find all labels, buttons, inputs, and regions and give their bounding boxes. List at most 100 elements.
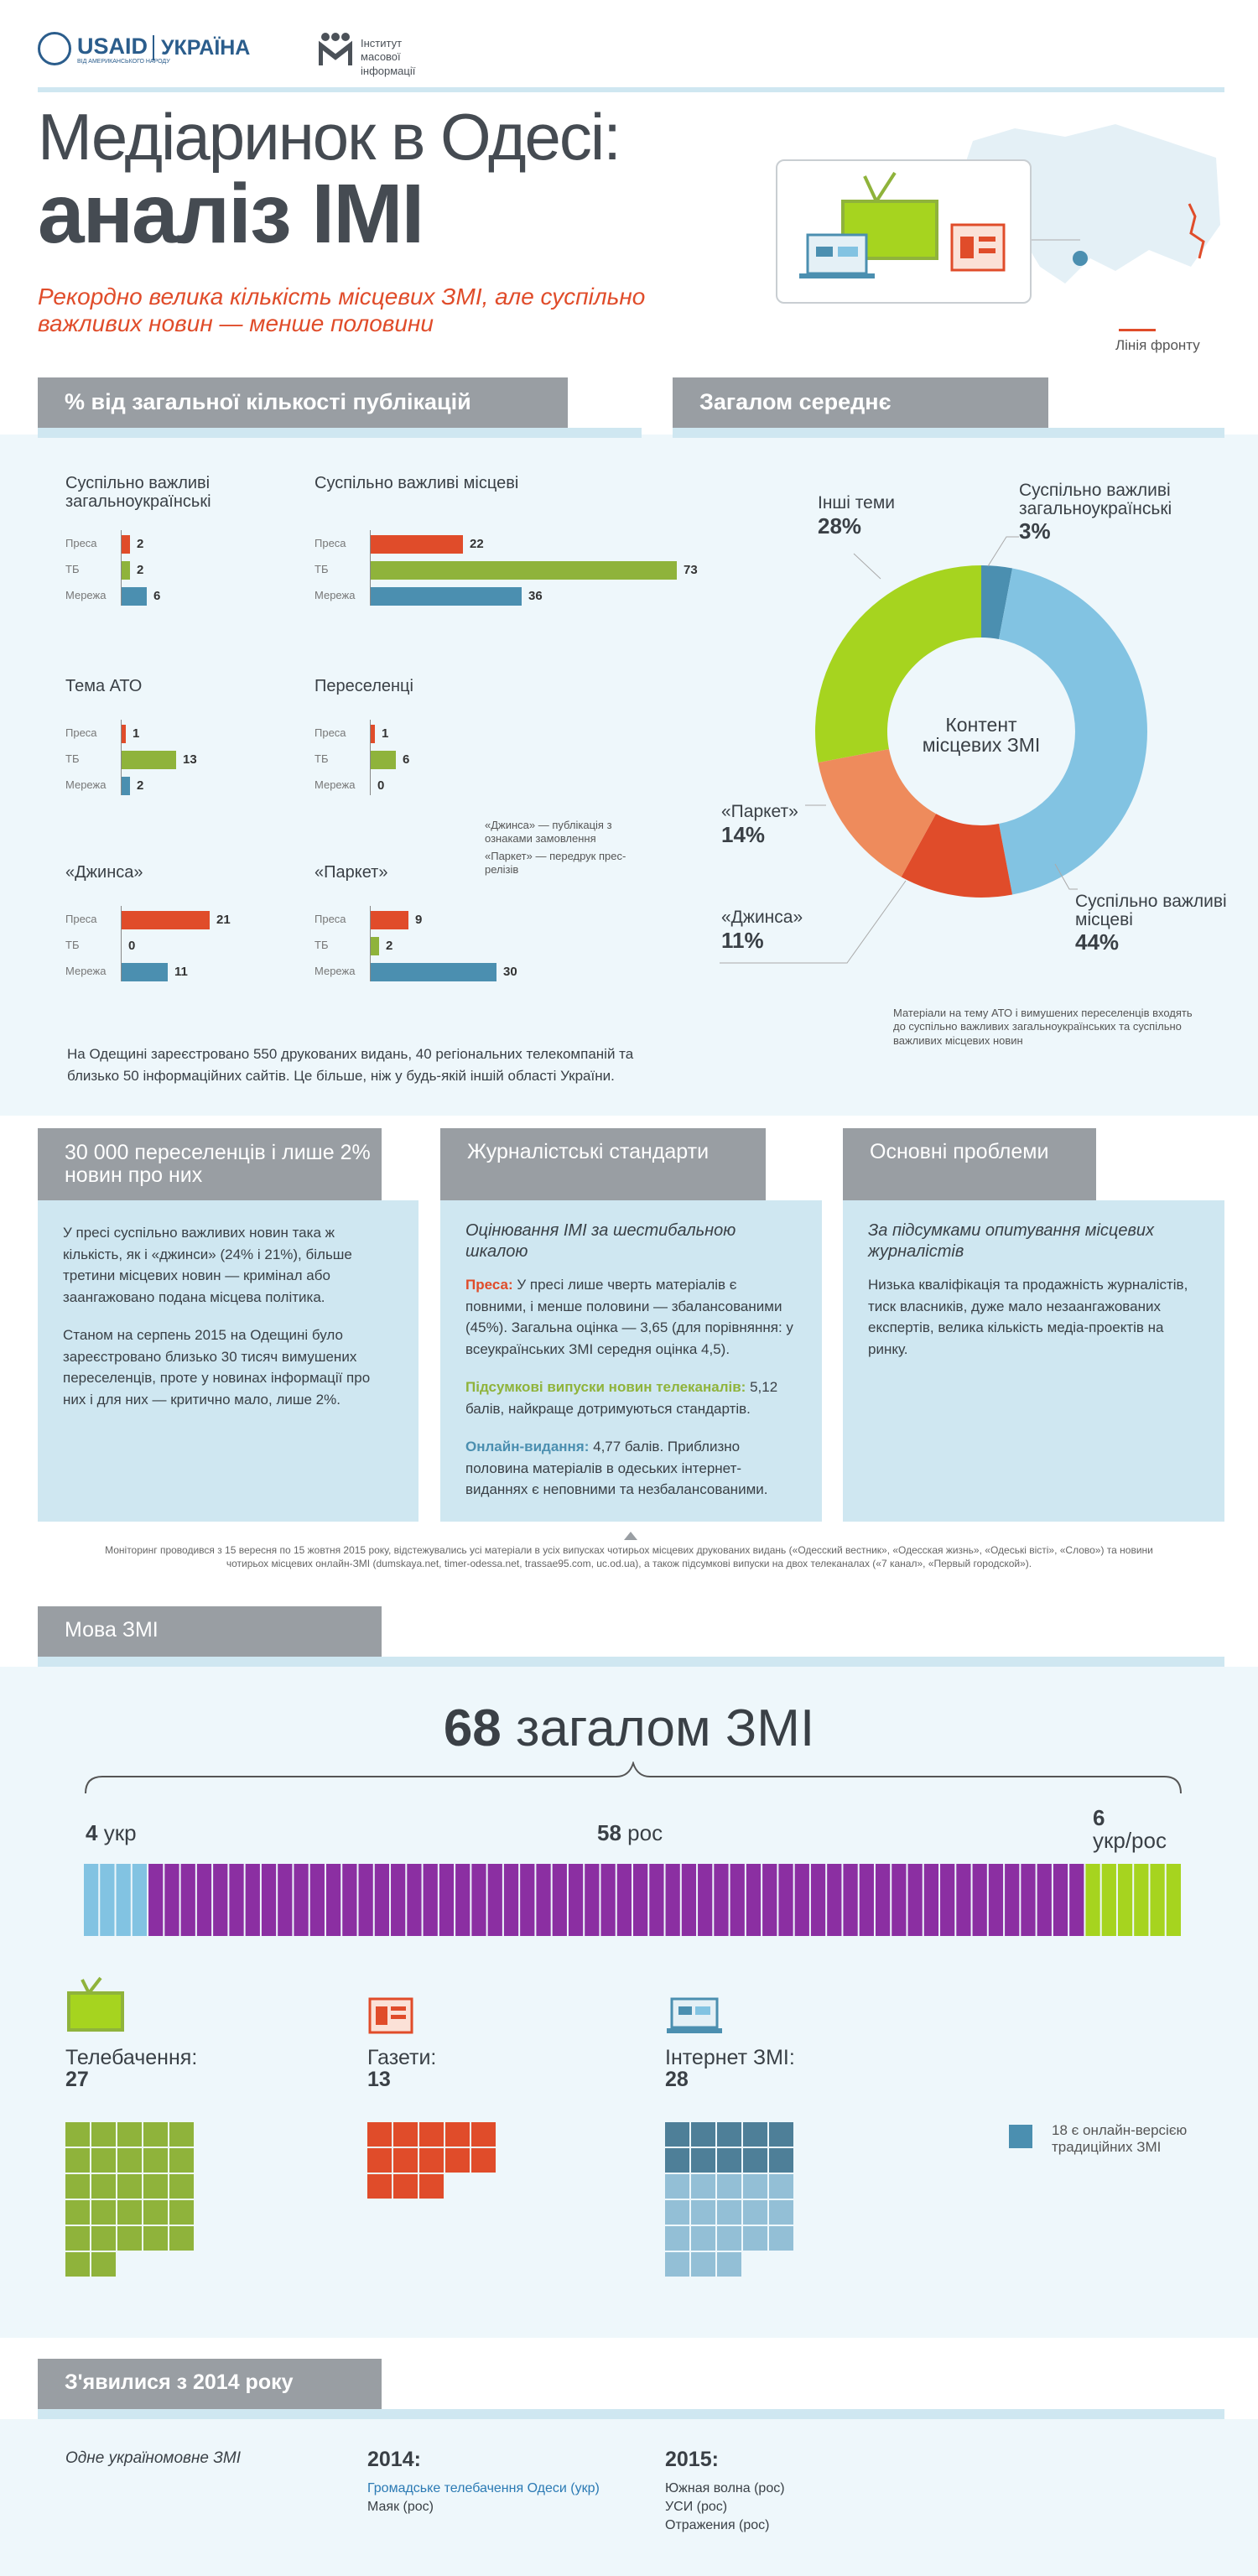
bar-category-label: Преса <box>314 537 346 549</box>
language-bar-cell <box>859 1864 874 1936</box>
media-grid-cell <box>743 2226 767 2251</box>
language-bar-cell <box>229 1864 244 1936</box>
standards-tv-text: 5,12 балів, найкраще дотримуються станда… <box>465 1379 778 1417</box>
media-grid-cell <box>769 2174 793 2199</box>
section-since-header: З'явилися з 2014 року <box>38 2359 382 2409</box>
media-devices-icon <box>799 171 1006 278</box>
bar-category-label: ТБ <box>65 563 80 575</box>
media-grid-cell <box>665 2174 689 2199</box>
bar <box>122 777 130 795</box>
bar-value-label: 2 <box>137 537 144 551</box>
bar-category-label: Мережа <box>65 589 107 601</box>
since-one-ukr: Одне україномовне ЗМІ <box>65 2449 242 2467</box>
standards-web-text: 4,77 балів. Приблизно половина матеріалі… <box>465 1439 768 1497</box>
bar-value-label: 0 <box>128 939 136 953</box>
language-bar-cell <box>665 1864 680 1936</box>
language-bar-cell <box>1085 1864 1100 1936</box>
language-bar-cell <box>196 1864 212 1936</box>
language-bar-cell <box>827 1864 842 1936</box>
bar-category-label: Мережа <box>65 778 107 791</box>
tv-label-text: Телебачення: <box>65 2046 198 2069</box>
language-bar-cell <box>940 1864 955 1936</box>
language-bar-cell <box>164 1864 179 1936</box>
media-grid-cell <box>665 2226 689 2251</box>
language-bar-cell <box>294 1864 309 1936</box>
bar <box>371 535 463 554</box>
language-bar-cell <box>374 1864 390 1936</box>
lang-ukr-label: 4 укр <box>86 1820 137 1846</box>
media-grid-cell <box>743 2200 767 2225</box>
bar-axis-5 <box>370 906 371 981</box>
media-grid-cell <box>717 2200 741 2225</box>
bar-value-label: 2 <box>386 939 393 953</box>
bar-axis-2 <box>121 720 122 795</box>
language-bar-cell <box>552 1864 567 1936</box>
usaid-logo <box>38 32 71 65</box>
problems-card: За підсумками опитування місцевих журнал… <box>843 1200 1224 1522</box>
donut-label-jynsa: «Джинса» 11% <box>721 908 803 954</box>
since-2014-b: Маяк (рос) <box>367 2500 434 2514</box>
bar-category-label: Преса <box>65 726 97 739</box>
language-bar-cell <box>746 1864 762 1936</box>
header-rule <box>38 87 1224 92</box>
language-bar-cell <box>1117 1864 1133 1936</box>
donut-label-jynsa-pct: 11% <box>721 928 764 953</box>
bar-value-label: 1 <box>133 726 140 741</box>
language-bar-cell <box>423 1864 438 1936</box>
donut-slice <box>901 814 1013 898</box>
bar <box>122 751 176 769</box>
language-bar-cell <box>681 1864 697 1936</box>
lang-mix-text: укр/рос <box>1093 1828 1167 1854</box>
map-connector <box>1032 239 1080 241</box>
language-bar-cell <box>616 1864 632 1936</box>
bar-category-label: Преса <box>314 726 346 739</box>
bar-category-label: ТБ <box>314 752 329 765</box>
language-bar-cell <box>325 1864 341 1936</box>
media-grid-cell <box>769 2148 793 2173</box>
media-grid-cell <box>367 2122 392 2147</box>
bar <box>371 725 375 743</box>
language-bar-cell <box>520 1864 535 1936</box>
web-count: 28 <box>665 2068 689 2092</box>
media-grid-cell <box>143 2148 168 2173</box>
bar <box>122 911 210 929</box>
total-media: 68 загалом ЗМІ <box>0 1699 1258 1758</box>
media-grid-cell <box>691 2174 715 2199</box>
bar-chart-title-2: Тема АТО <box>65 677 143 695</box>
language-bar-cell <box>633 1864 648 1936</box>
media-grid-cell <box>743 2148 767 2173</box>
section-publications-header: % від загальної кількості публікацій <box>38 377 568 428</box>
bar-category-label: ТБ <box>314 939 329 951</box>
language-bar-cell <box>407 1864 422 1936</box>
bar <box>371 561 677 580</box>
rule-since <box>38 2409 1224 2419</box>
media-grid-cell <box>665 2148 689 2173</box>
since-2015-c: Отражения (рос) <box>665 2518 770 2532</box>
media-grid-cell <box>769 2200 793 2225</box>
media-grid-cell <box>91 2200 116 2225</box>
usaid-tagline: ВІД АМЕРИКАНСЬКОГО НАРОДУ <box>77 59 170 65</box>
tv-count: 27 <box>65 2068 89 2092</box>
language-bar-cell <box>1069 1864 1084 1936</box>
since-2014-a[interactable]: Громадське телебачення Одеси (укр) <box>367 2481 600 2495</box>
bar-value-label: 9 <box>415 913 423 927</box>
bar-chart-title-1: Суспільно важливі місцеві <box>314 474 519 492</box>
media-grid-cell <box>143 2226 168 2251</box>
header-divider <box>153 35 154 60</box>
language-bar-cell <box>342 1864 357 1936</box>
page-title-line1: Медіаринок в Одесі: <box>38 100 621 174</box>
media-grid-cell <box>393 2122 418 2147</box>
lang-rus-label: 58 рос <box>597 1820 663 1846</box>
bar <box>371 911 408 929</box>
bar <box>371 751 396 769</box>
language-bar-cell <box>698 1864 713 1936</box>
standards-tv: Підсумкові випуски новин телеканалів: 5,… <box>465 1376 797 1419</box>
media-grid-cell <box>91 2174 116 2199</box>
lang-ukr-text: укр <box>103 1820 137 1845</box>
language-bar-cell <box>988 1864 1004 1936</box>
bar <box>122 963 168 981</box>
media-grid-cell <box>769 2122 793 2147</box>
bar-category-label: Преса <box>65 913 97 925</box>
media-grid-cell <box>65 2148 90 2173</box>
web-note-swatch <box>1009 2125 1032 2148</box>
